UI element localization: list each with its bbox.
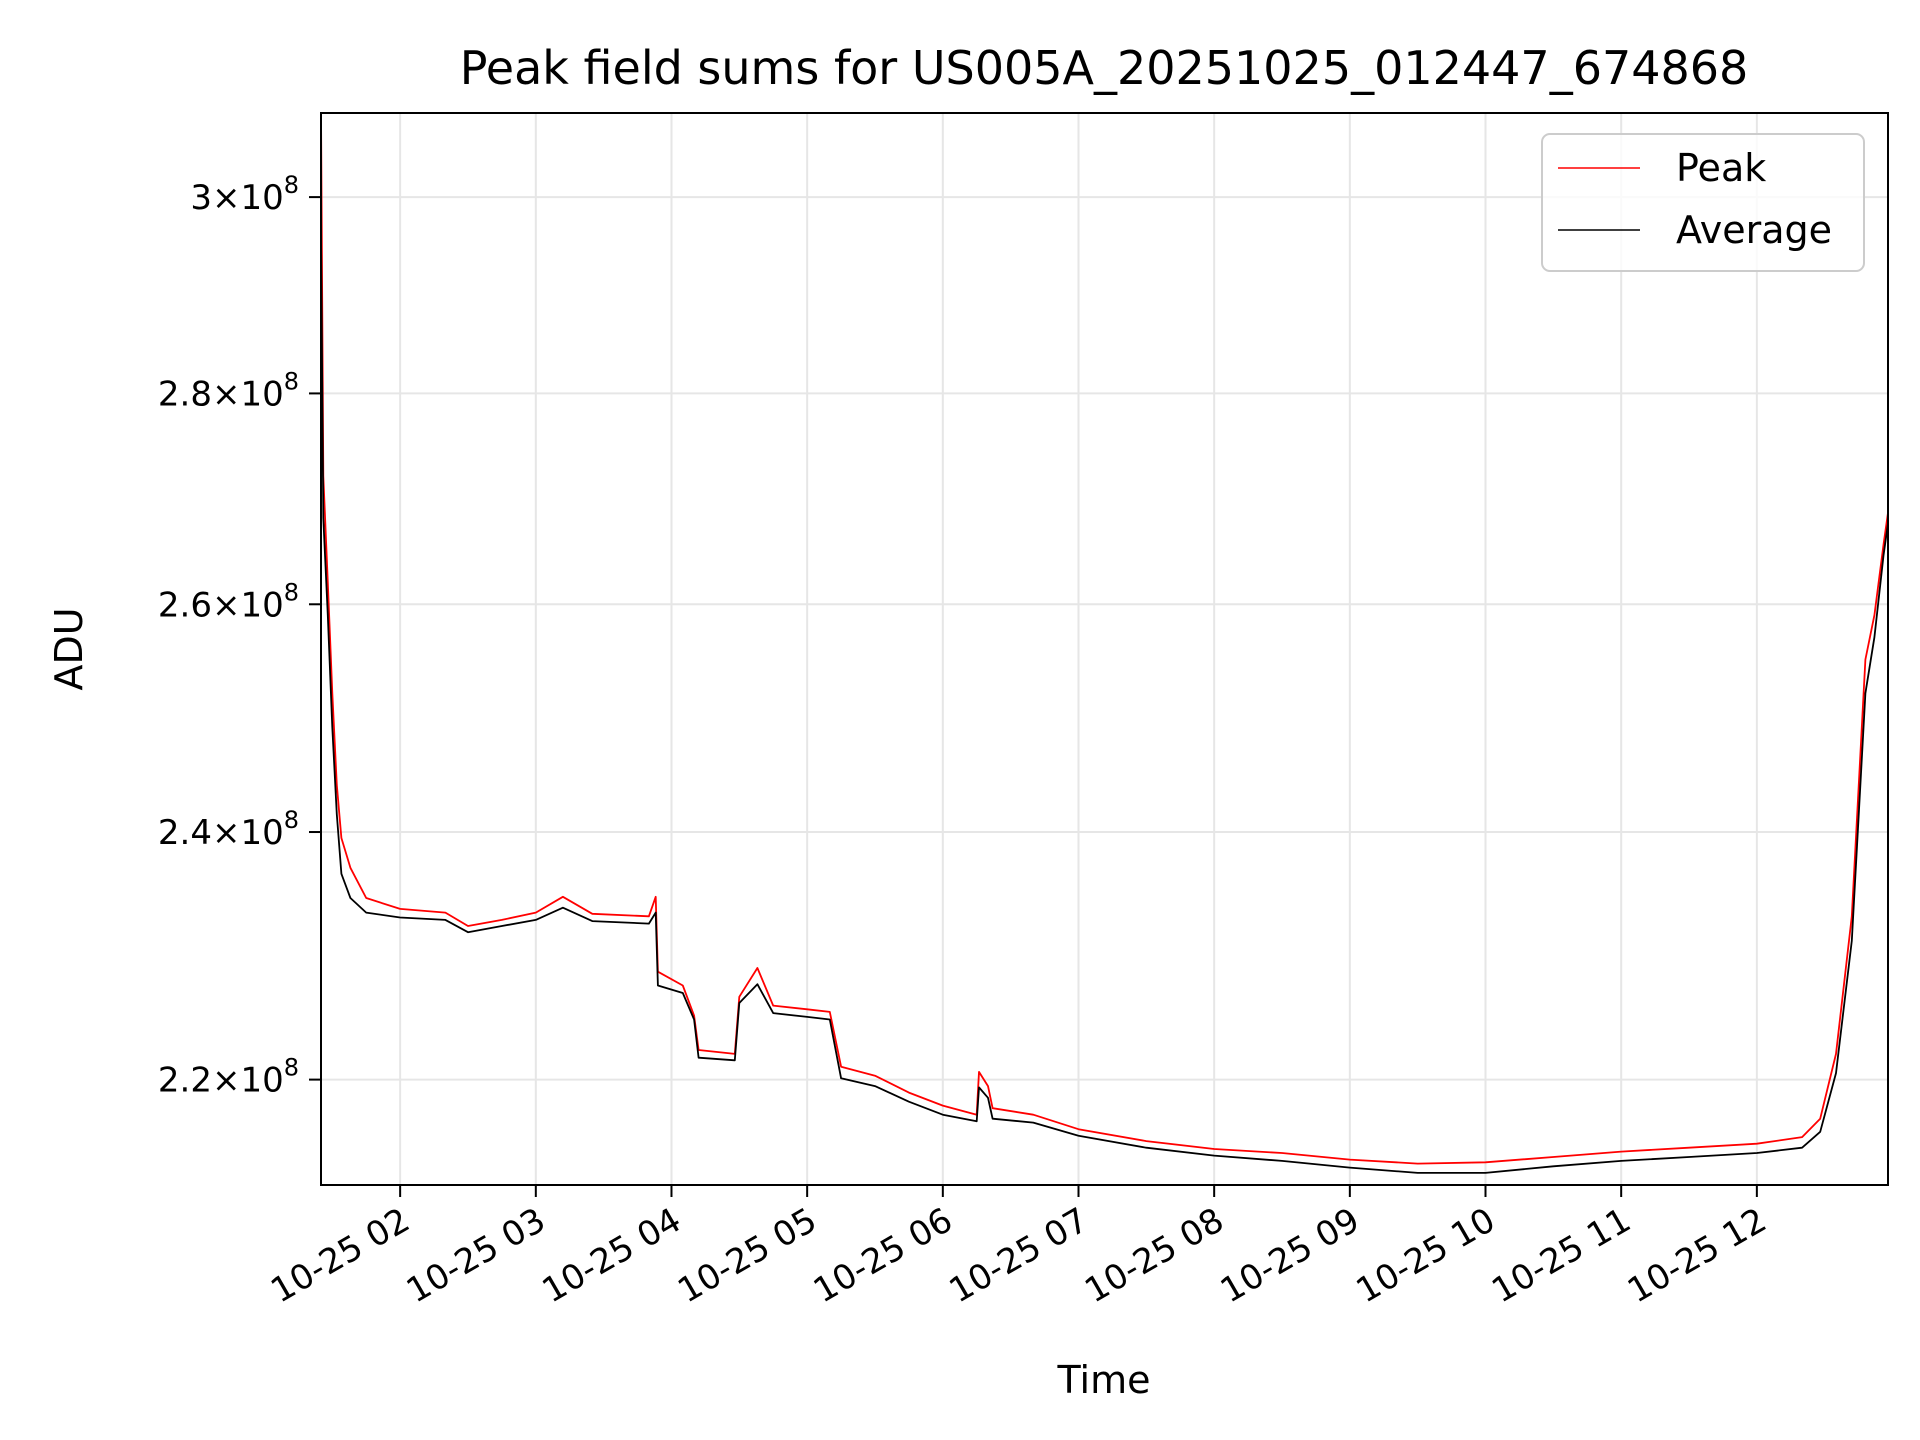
chart-title: Peak field sums for US005A_20251025_0124… [460, 41, 1749, 95]
legend: Peak Average [1541, 133, 1865, 272]
legend-label-average: Average [1676, 208, 1832, 252]
y-tick-label: 2.8×108 [158, 367, 299, 414]
series-line-peak [321, 113, 1888, 1165]
y-axis-label: ADU [47, 607, 91, 690]
series-group [321, 113, 1888, 1174]
y-tick-label: 3×108 [190, 171, 299, 218]
plot-area [321, 113, 1888, 1174]
y-ticks: 2.2×108 2.4×108 2.6×108 2.8×108 3×108 [158, 171, 321, 1101]
plot-frame [320, 112, 1889, 1186]
legend-label-peak: Peak [1676, 146, 1766, 190]
x-axis-label: Time [1057, 1358, 1151, 1402]
y-tick-label: 2.2×108 [158, 1054, 299, 1101]
y-tick-label: 2.4×108 [158, 806, 299, 853]
gridlines [321, 113, 1888, 1185]
y-tick-label: 2.6×108 [158, 578, 299, 625]
series-line-average [321, 235, 1888, 1174]
